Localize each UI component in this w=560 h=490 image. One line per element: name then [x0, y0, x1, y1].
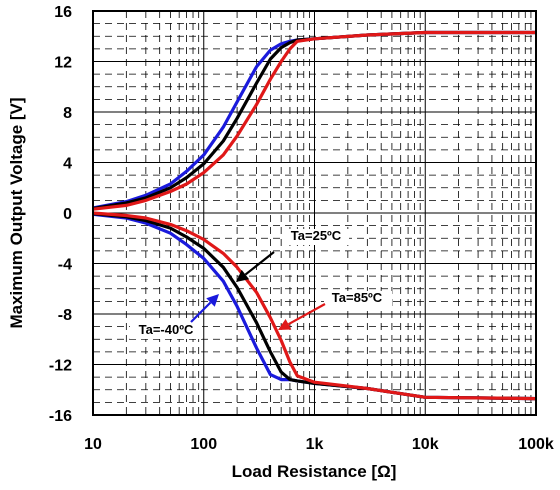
x-tick-label: 100 — [190, 436, 217, 453]
series-2-upper-line — [92, 30, 536, 211]
annotation-arrow-shaft — [244, 251, 275, 276]
plot-frame — [92, 10, 537, 416]
y-tick-label: 0 — [63, 206, 72, 223]
annotation-arrow-shaft — [190, 301, 212, 323]
annotation-arrow-head — [206, 294, 219, 307]
annotations: Ta=25ºC Ta=85ºC Ta=-40ºC — [130, 228, 392, 339]
x-tick-label: 1k — [306, 436, 324, 453]
y-tick-labels: 16 12 8 4 0 -4 -8 -12 -16 — [49, 4, 72, 425]
annotation-label: Ta=-40ºC — [139, 322, 194, 337]
y-axis-label: Maximum Output Voltage [V] — [7, 97, 26, 328]
curves — [92, 30, 537, 401]
annotation-arrow-head — [278, 318, 292, 330]
x-tick-label: 10 — [84, 436, 102, 453]
y-tick-label: -12 — [49, 358, 72, 375]
x-tick-labels: 10 100 1k 10k 100k — [84, 436, 554, 453]
y-tick-label: -4 — [58, 257, 72, 274]
y-tick-label: 4 — [63, 156, 72, 173]
x-tick-label: 10k — [412, 436, 439, 453]
grid — [92, 10, 537, 416]
y-tick-label: 8 — [63, 105, 72, 122]
y-tick-label: -8 — [58, 307, 72, 324]
annotation-background — [130, 323, 202, 339]
annotation-background — [324, 291, 392, 307]
series-2-lower-line — [92, 211, 537, 401]
annotation-label: Ta=25ºC — [291, 228, 342, 243]
x-axis-label: Load Resistance [Ω] — [232, 462, 397, 481]
y-tick-label: 16 — [54, 4, 72, 21]
annotation-arrow-head — [236, 269, 250, 282]
annotation-background — [283, 229, 349, 245]
annotation-arrow-shaft — [287, 303, 326, 326]
x-tick-label: 100k — [518, 436, 554, 453]
y-tick-label: 12 — [54, 55, 72, 72]
y-tick-label: -16 — [49, 408, 72, 425]
annotation-label: Ta=85ºC — [332, 290, 383, 305]
